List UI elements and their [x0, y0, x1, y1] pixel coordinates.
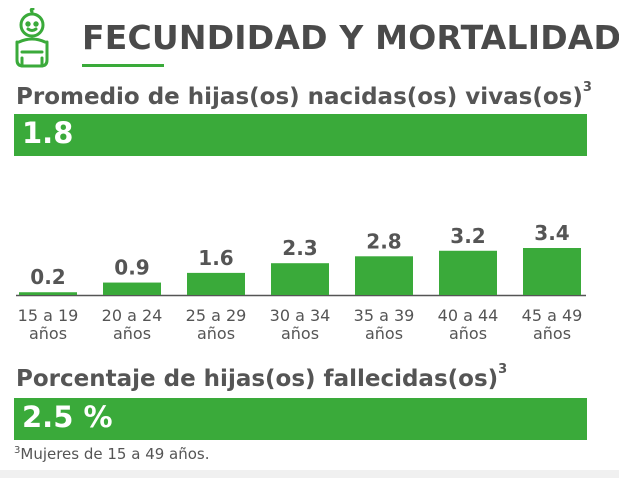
bar-value-label-2: 1.6	[198, 246, 233, 270]
bar-6	[523, 248, 581, 295]
bar-3	[271, 263, 329, 295]
baby-icon	[15, 8, 49, 68]
porcentaje-value-bar: 2.5 %	[14, 398, 587, 440]
bar-value-label-0: 0.2	[30, 265, 65, 289]
porcentaje-title: Porcentaje de hijas(os) fallecidas(os)3	[16, 362, 507, 392]
porcentaje-value: 2.5 %	[22, 400, 113, 434]
category-label-line: años	[28, 324, 68, 343]
footnote-mark: 3	[14, 445, 21, 456]
title-underline	[82, 64, 164, 67]
bar-4	[355, 256, 413, 295]
category-label-3: 30 a 34 años	[258, 307, 342, 343]
bar-value-label-1: 0.9	[114, 256, 149, 280]
page-title: FECUNDIDAD Y MORTALIDAD	[82, 18, 619, 57]
promedio-value: 1.8	[22, 116, 74, 150]
footnote: 3Mujeres de 15 a 49 años.	[14, 445, 210, 463]
category-label-line: 15 a 19	[17, 306, 79, 325]
bar-0	[19, 292, 77, 295]
promedio-title: Promedio de hijas(os) nacidas(os) vivas(…	[16, 80, 592, 110]
category-label-line: 20 a 24	[101, 306, 163, 325]
category-label-line: 35 a 39	[353, 306, 415, 325]
bar-value-label-3: 2.3	[282, 236, 317, 260]
bar-1	[103, 282, 161, 295]
category-label-2: 25 a 29 años	[174, 307, 258, 343]
category-label-5: 40 a 44 años	[426, 307, 510, 343]
category-label-1: 20 a 24 años	[90, 307, 174, 343]
category-label-line: 25 a 29	[185, 306, 247, 325]
category-label-line: años	[196, 324, 236, 343]
promedio-title-text: Promedio de hijas(os) nacidas(os) vivas(…	[16, 84, 583, 110]
bar-value-label-4: 2.8	[366, 229, 401, 253]
category-label-0: 15 a 19 años	[6, 307, 90, 343]
category-label-line: años	[532, 324, 572, 343]
promedio-value-bar: 1.8	[14, 114, 587, 156]
porcentaje-footnote-mark: 3	[498, 362, 508, 378]
bottom-strip	[0, 470, 619, 478]
category-label-line: años	[280, 324, 320, 343]
category-label-line: 40 a 44	[437, 306, 499, 325]
category-label-line: 30 a 34	[269, 306, 331, 325]
promedio-footnote-mark: 3	[582, 80, 592, 96]
category-label-4: 35 a 39 años	[342, 307, 426, 343]
bar-5	[439, 250, 497, 295]
porcentaje-title-text: Porcentaje de hijas(os) fallecidas(os)	[16, 366, 499, 392]
bar-value-label-6: 3.4	[534, 221, 569, 245]
bar-value-label-5: 3.2	[450, 224, 485, 248]
category-label-line: años	[448, 324, 488, 343]
category-label-6: 45 a 49 años	[510, 307, 594, 343]
bar-2	[187, 272, 245, 295]
category-label-line: 45 a 49	[521, 306, 583, 325]
category-label-line: años	[364, 324, 404, 343]
footnote-text: Mujeres de 15 a 49 años.	[20, 445, 210, 463]
category-label-line: años	[112, 324, 152, 343]
